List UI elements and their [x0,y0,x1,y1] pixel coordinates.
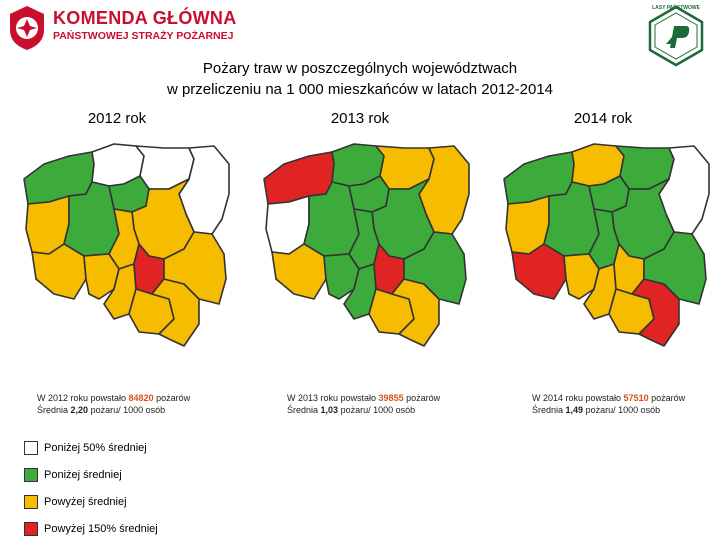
stat-2013: W 2013 roku powstało 39855 pożarów Średn… [287,393,441,415]
legend-label: Powyżej 150% średniej [44,522,158,535]
lasy-panstwowe-emblem-icon [648,5,704,67]
year-label-2012: 2012 rok [87,110,147,127]
lasy-panstwowe-text: LASY PAŃSTWOWE [652,5,700,11]
legend-item-above-average: Powyżej średniej [24,488,158,515]
region-dolnoslaskie [271,243,327,300]
fires-count-2012: 84820 [128,393,154,403]
legend-item-above-150: Powyżej 150% średniej [24,515,158,542]
fires-count-2013: 39855 [378,393,404,403]
stat-2014: W 2014 roku powstało 57510 pożarów Średn… [532,393,686,415]
org-name-line1: KOMENDA GŁÓWNA [53,8,237,28]
region-dolnoslaskie [31,243,87,300]
fires-count-2014: 57510 [623,393,649,403]
legend-swatch [24,467,38,482]
year-label-2014: 2014 rok [573,110,633,127]
legend-item-below-50: Poniżej 50% średniej [24,434,158,461]
map-2013 [263,143,470,347]
page-title-line2: w przeliczeniu na 1 000 mieszkańców w la… [166,81,554,98]
map-2014 [503,143,710,347]
legend-label: Poniżej 50% średniej [44,441,147,454]
region-lubelskie [643,231,707,305]
legend-label: Powyżej średniej [44,495,127,508]
region-lubelskie [163,231,227,305]
year-label-2013: 2013 rok [330,110,390,127]
average-2013: 1,03 [320,405,339,415]
legend-swatch [24,521,38,536]
stat-2012: W 2012 roku powstało 84820 pożarów Średn… [37,393,191,415]
average-2014: 1,49 [565,405,584,415]
legend-label: Poniżej średniej [44,468,122,481]
map-2012 [23,143,230,347]
legend: Poniżej 50% średniej Poniżej średniej Po… [24,434,158,542]
legend-swatch [24,494,38,509]
region-lubelskie [403,231,467,305]
average-2012: 2,20 [70,405,89,415]
legend-swatch [24,440,38,455]
legend-item-below-average: Poniżej średniej [24,461,158,488]
lasy-panstwowe-logo: LASY PAŃSTWOWE [644,4,708,68]
org-name-line2: PAŃSTWOWEJ STRAŻY POŻARNEJ [53,30,234,42]
psp-logo [4,4,50,52]
psp-emblem-icon [10,6,44,50]
page-title-line1: Pożary traw w poszczególnych województwa… [202,60,518,77]
region-dolnoslaskie [511,243,567,300]
